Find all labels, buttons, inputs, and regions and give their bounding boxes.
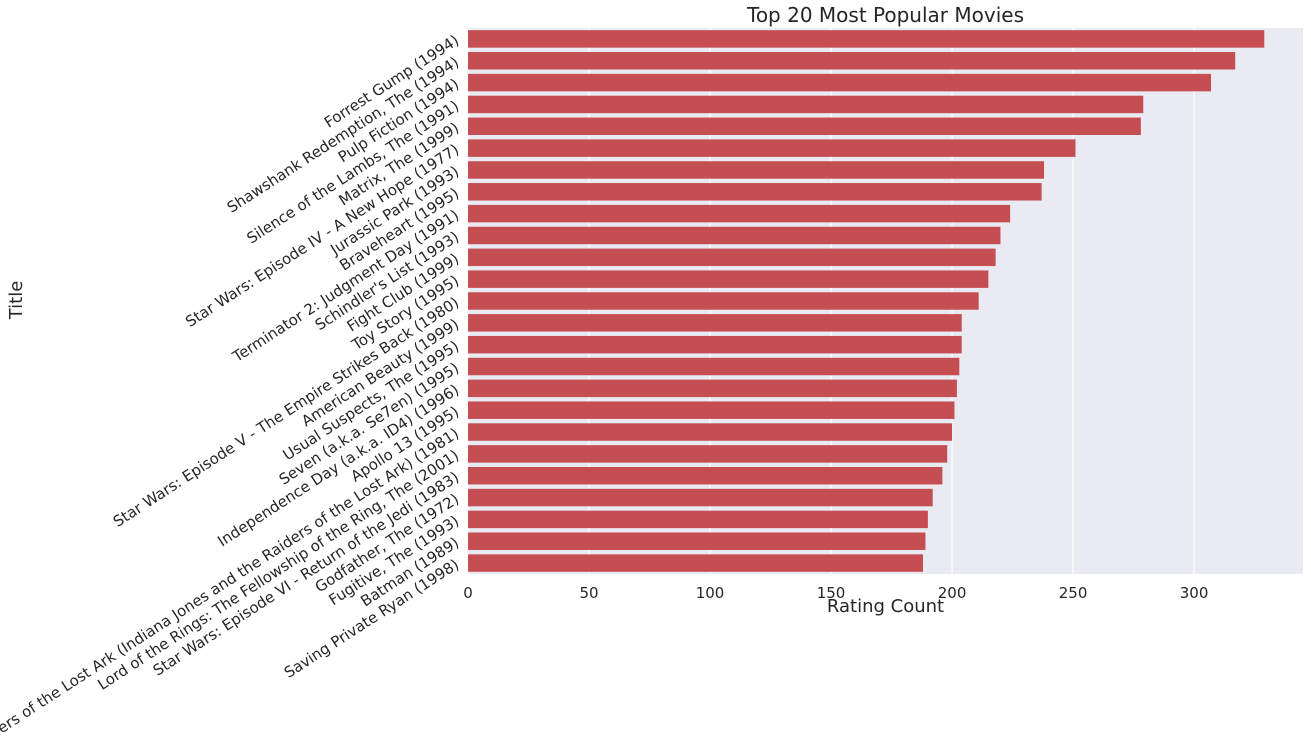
x-tick-label: 250 (1059, 584, 1088, 602)
bar (468, 30, 1265, 48)
bar (468, 379, 957, 398)
bar (468, 204, 1011, 223)
bar (468, 139, 1076, 157)
bar (468, 554, 924, 572)
bar (468, 510, 928, 529)
y-axis-title: Title (6, 281, 27, 321)
bar (468, 226, 1001, 245)
x-axis-title: Rating Count (827, 596, 944, 617)
bar (468, 401, 955, 419)
x-tick-label: 200 (938, 584, 967, 602)
bar (468, 335, 962, 354)
x-tick-labels: 0 50 100 150 200 250 300 (463, 584, 1208, 602)
bars (468, 30, 1265, 572)
x-tick-label: 100 (696, 584, 725, 602)
x-tick-label: 0 (463, 584, 473, 602)
bar (468, 270, 989, 288)
bar (468, 423, 953, 441)
bar (468, 292, 979, 310)
bar (468, 95, 1144, 114)
bar (468, 117, 1141, 136)
x-tick-label: 300 (1180, 584, 1209, 602)
bar (468, 183, 1042, 201)
bar (468, 466, 943, 485)
bar (468, 52, 1236, 70)
bar (468, 161, 1045, 179)
bar (468, 248, 996, 267)
chart-title: Top 20 Most Popular Movies (746, 3, 1024, 27)
bar (468, 314, 962, 332)
bar (468, 445, 948, 463)
bar (468, 357, 960, 376)
x-tick-label: 150 (817, 584, 846, 602)
bar (468, 488, 933, 507)
y-tick-labels: Forrest Gump (1994)Shawshank Redemption,… (0, 31, 462, 739)
x-tick-label: 50 (579, 584, 598, 602)
bar (468, 73, 1212, 92)
bar (468, 532, 926, 550)
